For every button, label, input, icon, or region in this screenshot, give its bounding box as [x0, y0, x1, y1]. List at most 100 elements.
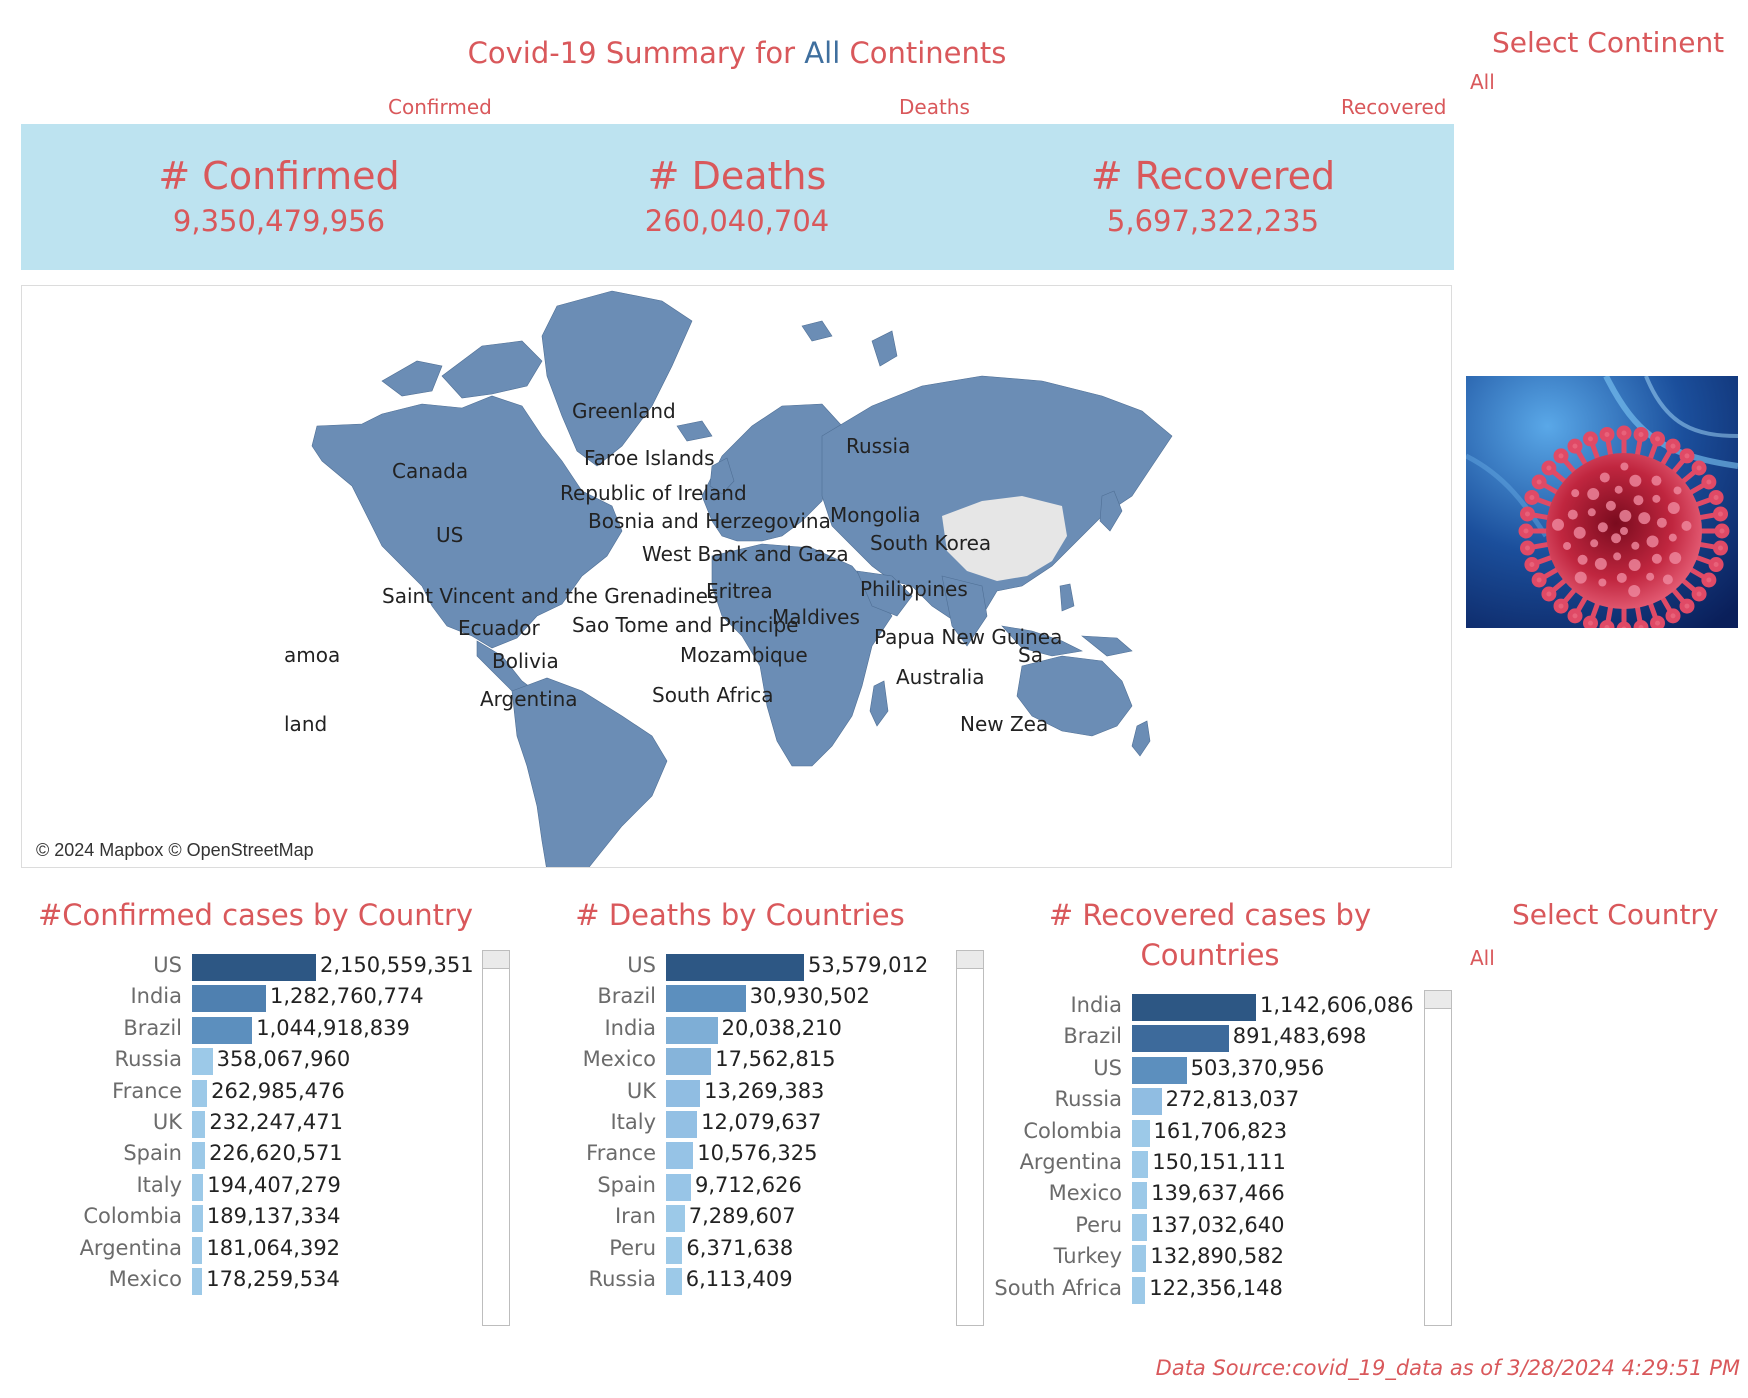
- map-region-india[interactable]: [941, 575, 988, 647]
- kpi-recovered[interactable]: # Recovered 5,697,322,235: [978, 154, 1448, 238]
- bar-row[interactable]: Iran 7,289,607: [536, 1201, 956, 1236]
- map-region-novaya-zemlya[interactable]: [871, 330, 898, 367]
- bar[interactable]: [1132, 1151, 1149, 1178]
- bar-row[interactable]: US 53,579,012: [536, 950, 956, 985]
- map-region-new-guinea[interactable]: [1081, 635, 1133, 657]
- bar-row[interactable]: Brazil 1,044,918,839: [38, 1013, 478, 1048]
- bar[interactable]: [192, 1016, 253, 1044]
- bar[interactable]: [192, 1079, 208, 1107]
- bar-row[interactable]: Mexico 17,562,815: [536, 1044, 956, 1079]
- bar-row[interactable]: Spain 9,712,626: [536, 1170, 956, 1205]
- map-region-greenland[interactable]: [541, 290, 693, 467]
- bar[interactable]: [1132, 1182, 1148, 1210]
- map-region-arctic-islands-west[interactable]: [381, 360, 443, 397]
- bar[interactable]: [1132, 1088, 1162, 1116]
- bar-row[interactable]: Italy 12,079,637: [536, 1107, 956, 1142]
- bar-row[interactable]: India 1,142,606,086: [990, 990, 1422, 1025]
- bar-row[interactable]: Brazil 30,930,502: [536, 981, 956, 1016]
- map-region-indonesia[interactable]: [1001, 625, 1083, 657]
- map-region-europe[interactable]: [701, 403, 843, 542]
- bar[interactable]: [192, 1111, 206, 1138]
- bar[interactable]: [666, 1048, 712, 1076]
- map-region-new-zealand[interactable]: [1131, 720, 1151, 757]
- bar-row[interactable]: Russia 358,067,960: [38, 1044, 478, 1079]
- map-region-madagascar[interactable]: [869, 680, 889, 727]
- bar-row[interactable]: UK 232,247,471: [38, 1107, 478, 1142]
- map-region-japan[interactable]: [1099, 490, 1123, 532]
- kpi-deaths[interactable]: # Deaths 260,040,704: [502, 154, 972, 238]
- deaths-scroll-thumb[interactable]: [957, 951, 983, 969]
- bar[interactable]: [1132, 1213, 1147, 1241]
- bar[interactable]: [666, 1079, 701, 1107]
- recovered-chart-scrollbar[interactable]: [1424, 990, 1452, 1326]
- bar[interactable]: [666, 1173, 692, 1201]
- deaths-bar-chart[interactable]: US 53,579,012 Brazil 30,930,502 India 20,038,…: [536, 950, 956, 1326]
- world-map[interactable]: Greenland Faroe Islands Canada Russia Republ…: [21, 285, 1452, 868]
- kpi-confirmed[interactable]: # Confirmed 9,350,479,956: [44, 154, 514, 238]
- bar-row[interactable]: Colombia 161,706,823: [990, 1116, 1422, 1151]
- bar-row[interactable]: Peru 6,371,638: [536, 1233, 956, 1268]
- bar[interactable]: [1132, 1119, 1150, 1147]
- bar[interactable]: [1132, 1245, 1147, 1273]
- bar[interactable]: [1132, 994, 1256, 1021]
- bar[interactable]: [666, 985, 746, 1013]
- bar-row[interactable]: Mexico 178,259,534: [38, 1264, 478, 1299]
- map-region-svalbard[interactable]: [801, 320, 833, 342]
- map-region-british-isles[interactable]: [709, 457, 735, 495]
- bar[interactable]: [192, 1268, 203, 1295]
- bar[interactable]: [666, 1016, 718, 1044]
- bar-row[interactable]: India 1,282,760,774: [38, 981, 478, 1016]
- bar[interactable]: [192, 1142, 206, 1170]
- bar[interactable]: [192, 954, 316, 981]
- confirmed-bar-chart[interactable]: US 2,150,559,351 India 1,282,760,774 Brazil 1…: [38, 950, 478, 1326]
- bar-row[interactable]: Russia 6,113,409: [536, 1264, 956, 1299]
- map-region-south-america[interactable]: [511, 677, 668, 868]
- map-region-china-highlight[interactable]: [942, 496, 1067, 581]
- bar-row[interactable]: Argentina 181,064,392: [38, 1233, 478, 1268]
- bar-row[interactable]: Spain 226,620,571: [38, 1138, 478, 1173]
- bar-row[interactable]: US 2,150,559,351: [38, 950, 478, 985]
- recovered-scroll-thumb[interactable]: [1425, 991, 1451, 1009]
- bar-row[interactable]: Peru 137,032,640: [990, 1210, 1422, 1245]
- bar-row[interactable]: Italy 194,407,279: [38, 1170, 478, 1205]
- deaths-chart-scrollbar[interactable]: [956, 950, 984, 1326]
- confirmed-chart-scrollbar[interactable]: [482, 950, 510, 1326]
- map-region-arabia[interactable]: [856, 570, 913, 617]
- confirmed-scroll-thumb[interactable]: [483, 951, 509, 969]
- bar[interactable]: [192, 1236, 203, 1264]
- map-region-north-america[interactable]: [311, 395, 623, 649]
- bar[interactable]: [1132, 1276, 1146, 1304]
- map-region-africa[interactable]: [711, 543, 893, 767]
- select-continent-dropdown[interactable]: All: [1470, 70, 1495, 94]
- bar[interactable]: [1132, 1056, 1187, 1084]
- bar[interactable]: [1132, 1025, 1229, 1053]
- bar[interactable]: [666, 1205, 685, 1233]
- bar[interactable]: [666, 954, 804, 981]
- bar-row[interactable]: Russia 272,813,037: [990, 1084, 1422, 1119]
- bar[interactable]: [666, 1268, 682, 1295]
- bar-row[interactable]: South Africa 122,356,148: [990, 1273, 1422, 1308]
- bar-row[interactable]: Brazil 891,483,698: [990, 1021, 1422, 1056]
- bar-row[interactable]: Turkey 132,890,582: [990, 1241, 1422, 1276]
- bar[interactable]: [666, 1142, 694, 1170]
- bar-row[interactable]: UK 13,269,383: [536, 1076, 956, 1111]
- select-country-dropdown[interactable]: All: [1470, 946, 1495, 970]
- bar-row[interactable]: India 20,038,210: [536, 1013, 956, 1048]
- map-region-iceland[interactable]: [676, 420, 713, 442]
- bar[interactable]: [666, 1111, 698, 1138]
- bar[interactable]: [192, 985, 266, 1013]
- map-region-australia[interactable]: [1016, 655, 1133, 737]
- bar[interactable]: [192, 1048, 213, 1076]
- bar-row[interactable]: France 262,985,476: [38, 1076, 478, 1111]
- bar-row[interactable]: Colombia 189,137,334: [38, 1201, 478, 1236]
- bar-row[interactable]: France 10,576,325: [536, 1138, 956, 1173]
- bar[interactable]: [666, 1236, 683, 1264]
- bar-row[interactable]: US 503,370,956: [990, 1053, 1422, 1088]
- bar-row[interactable]: Argentina 150,151,111: [990, 1147, 1422, 1182]
- bar[interactable]: [192, 1205, 203, 1233]
- recovered-bar-chart[interactable]: India 1,142,606,086 Brazil 891,483,698 US 503…: [990, 990, 1422, 1326]
- bar[interactable]: [192, 1173, 204, 1201]
- map-region-arctic-islands[interactable]: [441, 340, 543, 399]
- bar-row[interactable]: Mexico 139,637,466: [990, 1178, 1422, 1213]
- world-map-canvas[interactable]: Greenland Faroe Islands Canada Russia Republ…: [22, 286, 1452, 868]
